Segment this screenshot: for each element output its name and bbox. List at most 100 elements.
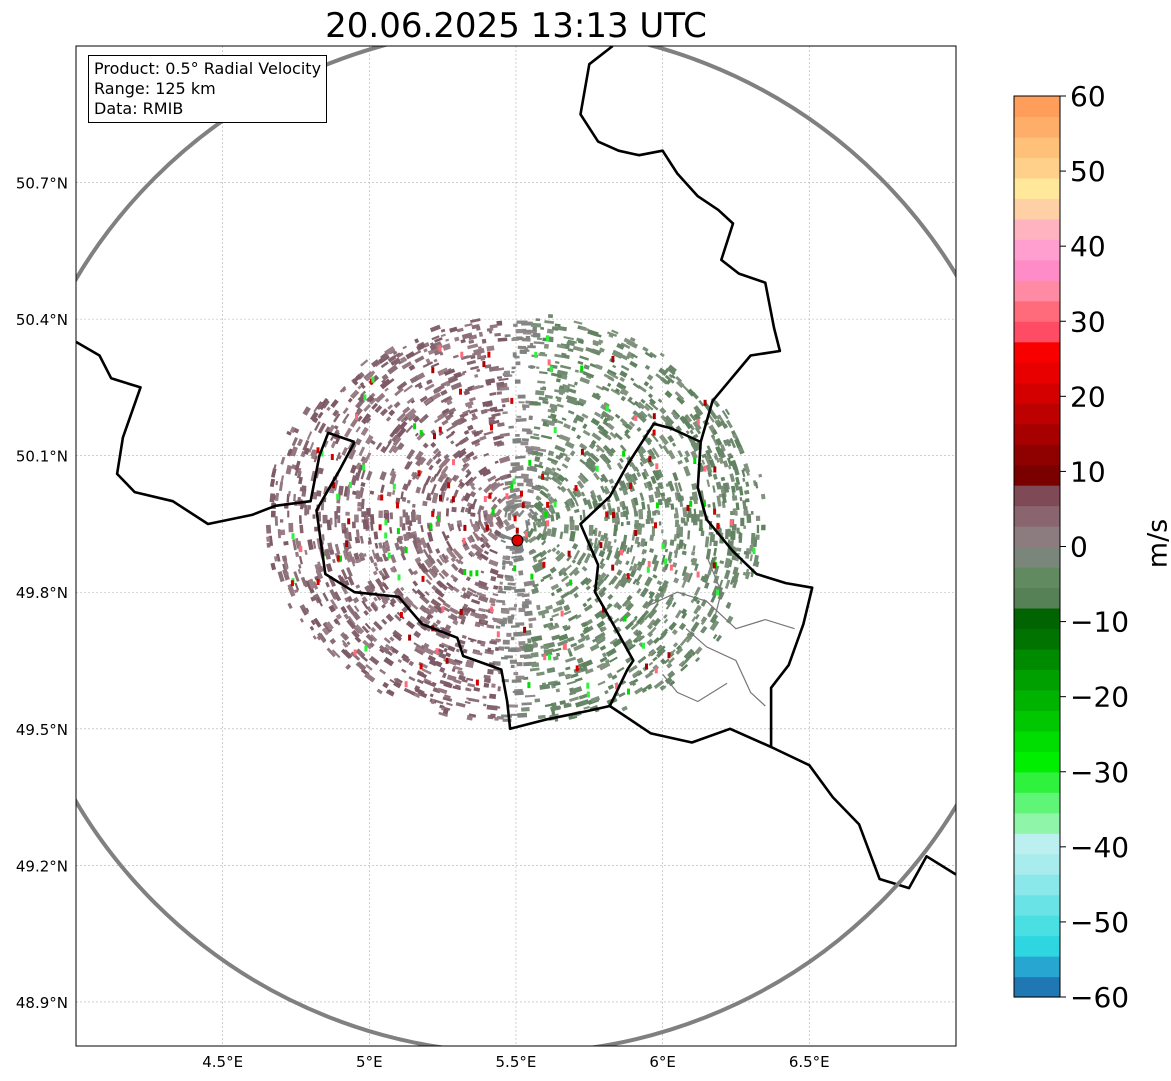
echo-bin — [650, 517, 654, 524]
echo-bin — [342, 550, 349, 560]
echo-bin — [558, 633, 569, 642]
echo-bin — [467, 504, 472, 515]
colorbar-segment — [1014, 464, 1060, 486]
echo-bin — [481, 506, 485, 511]
echo-bin — [647, 607, 658, 619]
border-line — [76, 340, 356, 526]
echo-bin — [563, 524, 569, 534]
echo-bin — [496, 573, 504, 579]
echo-bin — [577, 474, 588, 485]
echo-bin — [527, 466, 538, 473]
echo-bin — [472, 384, 481, 391]
echo-bin — [480, 408, 488, 415]
echo-bin — [355, 426, 361, 433]
echo-bin — [581, 659, 593, 669]
echo-bin — [679, 526, 683, 537]
echo-bin — [486, 345, 495, 352]
echo-bin — [746, 513, 752, 524]
echo-bin — [339, 386, 346, 393]
echo-bin — [441, 472, 448, 479]
echo-bin — [451, 563, 459, 572]
echo-bin — [542, 561, 546, 568]
echo-bin — [347, 575, 355, 586]
lat-tick-label: 50.4°N — [16, 311, 68, 329]
echo-bin — [651, 526, 655, 536]
echo-bin — [404, 681, 408, 688]
echo-bin — [625, 560, 630, 566]
echo-bin — [347, 441, 354, 450]
echo-bin — [458, 639, 466, 645]
echo-bin — [530, 401, 541, 406]
echo-bin — [540, 326, 545, 330]
echo-bin — [612, 617, 620, 625]
colorbar-unit-label: m/s — [1142, 518, 1171, 569]
echo-bin — [396, 537, 400, 543]
echo-bin — [457, 450, 467, 459]
echo-bin — [452, 459, 455, 466]
echo-bin — [521, 502, 525, 509]
echo-bin — [619, 376, 626, 383]
echo-bin — [443, 694, 451, 699]
echo-bin — [514, 476, 522, 479]
echo-bin — [546, 419, 556, 427]
echo-bin — [524, 531, 528, 537]
echo-bin — [676, 379, 685, 389]
colorbar-segment — [1014, 177, 1060, 199]
echo-bin — [406, 499, 411, 504]
echo-bin — [547, 457, 559, 464]
echo-bin — [369, 514, 375, 525]
echo-bin — [520, 473, 529, 480]
echo-bin — [691, 557, 698, 566]
echo-bin — [644, 576, 653, 587]
echo-bin — [445, 657, 449, 664]
echo-bin — [563, 703, 572, 709]
echo-bin — [711, 436, 718, 446]
echo-bin — [363, 609, 369, 616]
echo-bin — [569, 530, 576, 542]
echo-bin — [681, 612, 688, 620]
echo-bin — [660, 658, 667, 665]
echo-bin — [496, 376, 503, 379]
echo-bin — [567, 636, 575, 643]
echo-bin — [743, 550, 749, 556]
echo-bin — [488, 492, 492, 499]
echo-bin — [337, 574, 345, 585]
echo-bin — [384, 346, 396, 356]
echo-bin — [658, 443, 664, 450]
echo-bin — [530, 322, 542, 328]
echo-bin — [742, 477, 746, 482]
echo-bin — [425, 542, 433, 554]
echo-bin — [632, 578, 638, 585]
echo-bin — [287, 602, 293, 609]
echo-bin — [431, 564, 440, 574]
colorbar-segment — [1014, 96, 1060, 118]
echo-bin — [702, 573, 710, 584]
echo-bin — [604, 516, 609, 522]
colorbar-tick-label: −20 — [1070, 681, 1129, 714]
echo-bin — [595, 578, 604, 588]
echo-bin — [673, 534, 678, 542]
echo-bin — [715, 481, 722, 490]
echo-bin — [383, 637, 391, 644]
echo-bin — [452, 449, 463, 460]
lon-tick-label: 5.5°E — [496, 1053, 537, 1071]
echo-bin — [488, 559, 499, 567]
echo-bin — [336, 454, 342, 460]
echo-bin — [671, 601, 677, 608]
echo-bin — [508, 500, 514, 505]
echo-bin — [567, 614, 579, 622]
echo-bin — [632, 670, 641, 677]
echo-bin — [446, 399, 453, 406]
echo-bin — [731, 495, 738, 501]
echo-bin — [580, 448, 584, 455]
echo-bin — [364, 622, 372, 630]
echo-bin — [374, 566, 379, 572]
colorbar-tick-label: 0 — [1070, 531, 1088, 564]
echo-bin — [523, 478, 533, 483]
echo-bin — [374, 552, 382, 563]
echo-bin — [389, 527, 393, 534]
echo-bin — [752, 548, 756, 555]
echo-bin — [513, 672, 519, 676]
echo-bin — [411, 471, 416, 477]
echo-bin — [380, 484, 385, 494]
